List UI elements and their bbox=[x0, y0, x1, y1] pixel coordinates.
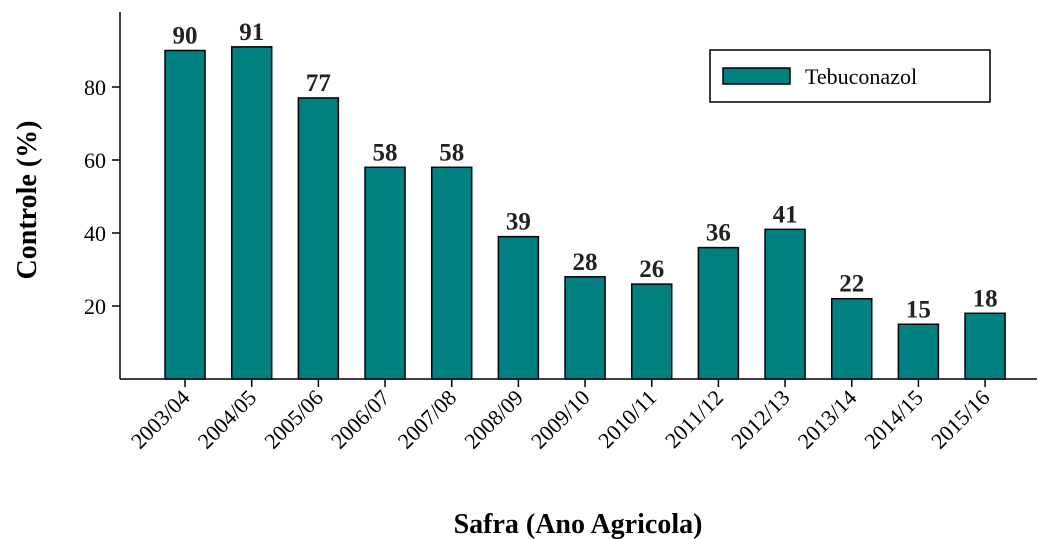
x-tick-label: 2013/14 bbox=[793, 385, 862, 454]
bar bbox=[697, 246, 740, 380]
x-tick-label: 2007/08 bbox=[393, 385, 462, 454]
x-axis-label: Safra (Ano Agricola) bbox=[454, 509, 703, 539]
x-tick-label: 2011/12 bbox=[660, 385, 728, 453]
data-label: 77 bbox=[306, 70, 331, 97]
bar bbox=[164, 49, 206, 380]
bar bbox=[830, 297, 873, 380]
data-label: 90 bbox=[173, 23, 198, 50]
data-label: 28 bbox=[573, 249, 598, 276]
bar bbox=[564, 276, 606, 380]
x-tick-label: 2003/04 bbox=[126, 385, 195, 454]
data-label: 15 bbox=[906, 296, 931, 323]
x-tick-label: 2009/10 bbox=[526, 385, 595, 454]
x-tick-label: 2010/11 bbox=[593, 385, 661, 453]
legend-label: Tebuconazol bbox=[805, 64, 917, 89]
x-tick-label: 2005/06 bbox=[259, 385, 328, 454]
bar bbox=[964, 312, 1006, 380]
y-axis-label: Controle (%) bbox=[12, 121, 43, 280]
bar bbox=[297, 97, 340, 380]
y-tick-label: 60 bbox=[84, 148, 106, 173]
data-label: 18 bbox=[973, 285, 998, 312]
bar bbox=[764, 228, 806, 380]
x-tick-label: 2008/09 bbox=[459, 385, 528, 454]
x-tick-label: 2012/13 bbox=[726, 385, 795, 454]
bar bbox=[364, 166, 406, 380]
data-label: 36 bbox=[706, 220, 731, 247]
x-tick-label: 2004/05 bbox=[193, 385, 262, 454]
bar bbox=[897, 323, 940, 380]
data-label: 26 bbox=[639, 256, 664, 283]
x-tick-label: 2015/16 bbox=[926, 385, 995, 454]
data-label: 22 bbox=[839, 271, 864, 298]
data-label: 58 bbox=[439, 139, 464, 166]
bar bbox=[630, 283, 673, 380]
y-tick-label: 20 bbox=[84, 294, 106, 319]
bar bbox=[430, 166, 473, 380]
data-label: 41 bbox=[773, 201, 798, 228]
y-tick-label: 40 bbox=[84, 221, 106, 246]
x-tick-label: 2006/07 bbox=[326, 385, 395, 454]
bar bbox=[497, 235, 540, 380]
y-tick-label: 80 bbox=[84, 75, 106, 100]
legend-swatch bbox=[722, 67, 791, 85]
data-label: 91 bbox=[239, 19, 264, 46]
bar bbox=[230, 46, 273, 380]
x-tick-label: 2014/15 bbox=[859, 385, 928, 454]
data-label: 39 bbox=[506, 209, 531, 236]
data-label: 58 bbox=[373, 139, 398, 166]
